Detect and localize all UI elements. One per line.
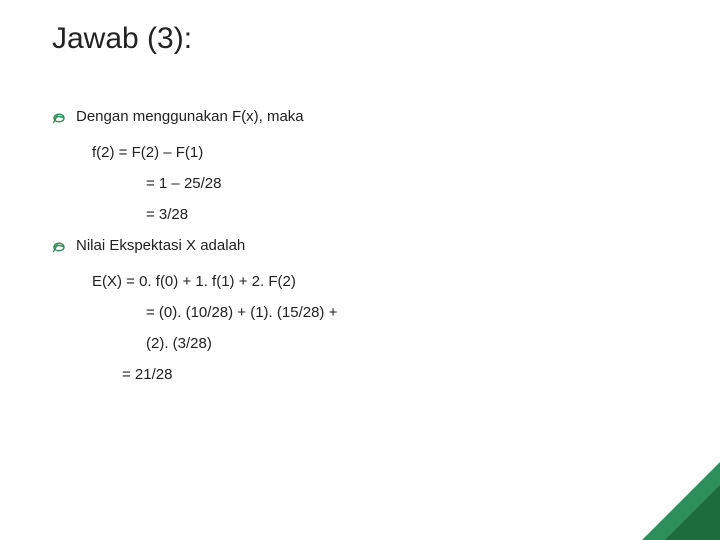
bullet-item-1: Dengan menggunakan F(x), maka — [52, 108, 720, 130]
equation-line: = 3/28 — [146, 206, 720, 223]
slide-container: Jawab (3): Dengan menggunakan F(x), maka… — [0, 0, 720, 540]
equation-line: E(X) = 0. f(0) + 1. f(1) + 2. F(2) — [92, 273, 720, 290]
bullet-item-2: Nilai Ekspektasi X adalah — [52, 237, 720, 259]
equation-line: f(2) = F(2) – F(1) — [92, 144, 720, 161]
leaf-icon — [52, 240, 66, 259]
equation-line: = 1 – 25/28 — [146, 175, 720, 192]
equation-line: = (0). (10/28) + (1). (15/28) + — [146, 304, 720, 321]
leaf-icon — [52, 111, 66, 130]
corner-accent-decoration — [642, 462, 720, 540]
slide-title: Jawab (3): — [52, 22, 720, 56]
equation-line: = 21/28 — [122, 366, 720, 383]
equation-line: (2). (3/28) — [146, 335, 720, 352]
bullet-text-1: Dengan menggunakan F(x), maka — [76, 108, 304, 125]
bullet-text-2: Nilai Ekspektasi X adalah — [76, 237, 245, 254]
